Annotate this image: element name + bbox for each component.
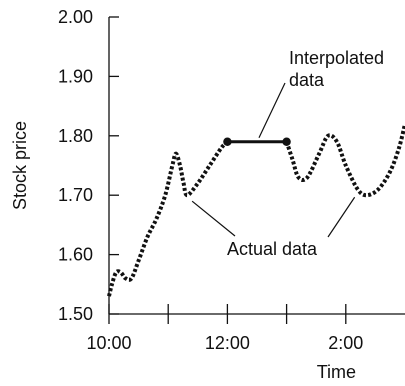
actual-data-line <box>107 140 229 297</box>
y-tick-label: 1.60 <box>58 245 93 265</box>
y-tick-label: 1.50 <box>58 304 93 324</box>
actual-data-line <box>284 123 405 198</box>
axes: 1.50 1.60 1.70 1.80 1.90 2.00 10:00 12:00 2:00 <box>58 7 405 353</box>
annotation-actual: Actual data <box>227 239 318 259</box>
y-axis-label: Stock price <box>10 121 30 210</box>
x-tick-label: 10:00 <box>86 333 131 353</box>
annotation-leader <box>327 196 356 238</box>
x-tick-label: 12:00 <box>205 333 250 353</box>
y-tick-label: 1.80 <box>58 126 93 146</box>
annotation-line: data <box>289 70 325 90</box>
x-tick-label: 2:00 <box>328 333 363 353</box>
data-point-marker <box>223 137 232 146</box>
annotation-interpolated: Interpolated data <box>289 48 384 90</box>
annotations: Interpolated data Actual data <box>191 48 384 259</box>
y-tick-label: 1.90 <box>58 66 93 86</box>
annotation-leader <box>258 82 286 138</box>
annotation-leader <box>191 200 236 237</box>
y-tick-label: 2.00 <box>58 7 93 27</box>
annotation-line: Interpolated <box>289 48 384 68</box>
data-point-marker <box>282 137 291 146</box>
x-axis-label: Time <box>317 362 356 382</box>
y-tick-label: 1.70 <box>58 185 93 205</box>
series-layer <box>107 123 405 297</box>
